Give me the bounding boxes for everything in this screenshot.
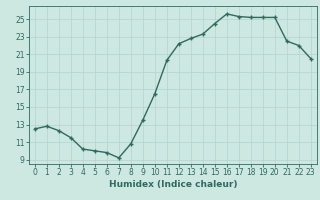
X-axis label: Humidex (Indice chaleur): Humidex (Indice chaleur) bbox=[108, 180, 237, 189]
